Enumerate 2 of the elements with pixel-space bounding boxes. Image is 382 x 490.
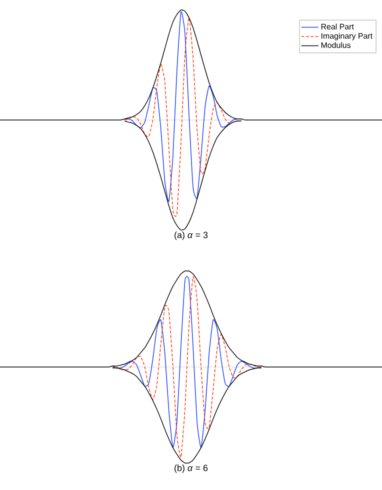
- text: (a) α = 3: [174, 232, 208, 240]
- text: (b) α = 6: [174, 464, 208, 473]
